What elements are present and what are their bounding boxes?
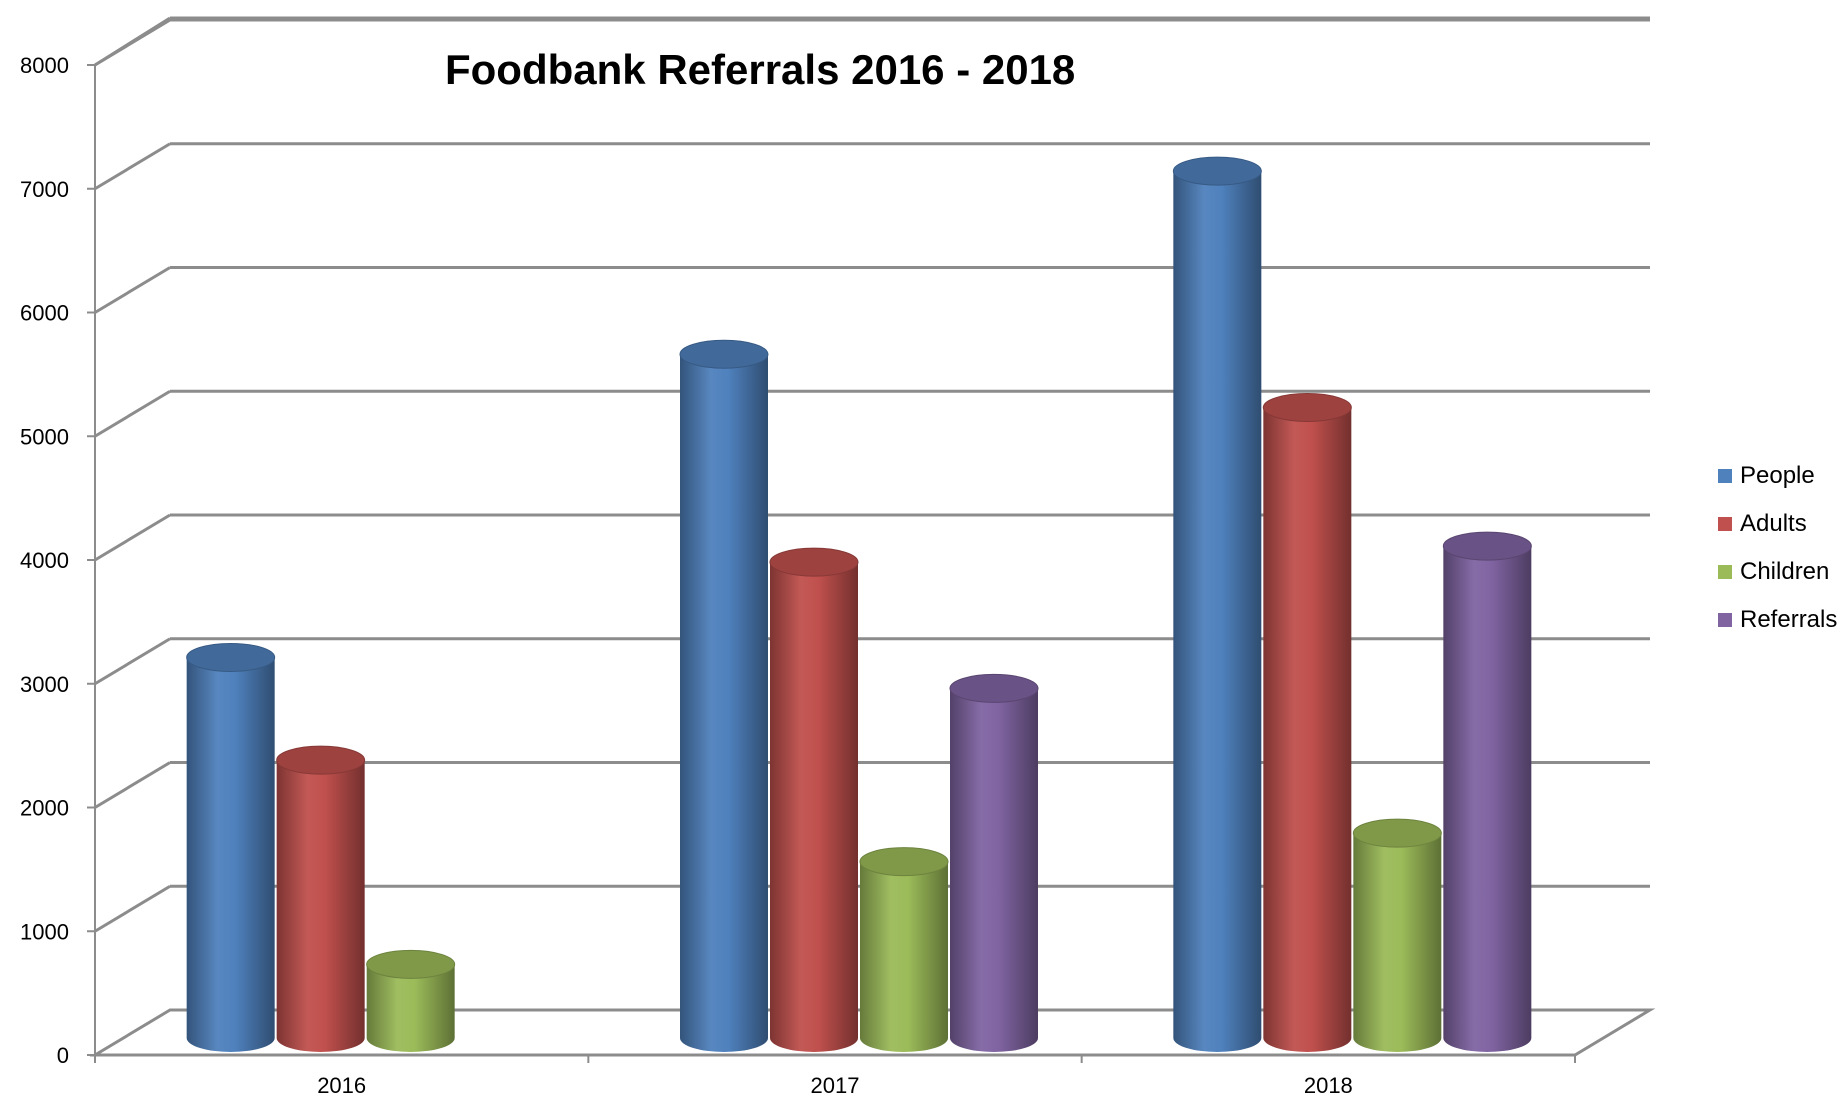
y-tick-label: 7000 [20, 177, 69, 202]
gridline-depth [94, 142, 171, 191]
bar-top [276, 745, 366, 775]
bar-top [949, 673, 1039, 703]
bar-top [679, 339, 769, 369]
bar-referrals-2018 [1442, 531, 1532, 1052]
y-tick-label: 8000 [20, 53, 69, 78]
bar-body [1443, 546, 1532, 1052]
legend-swatch-children [1718, 565, 1732, 579]
bar-body [1353, 833, 1442, 1052]
legend-label-referrals: Referrals [1740, 606, 1837, 633]
bar-top [366, 949, 456, 979]
bar-top [859, 847, 949, 877]
legend-swatch-people [1718, 469, 1732, 483]
y-tick-label: 2000 [20, 796, 69, 821]
bar-children-2016 [366, 949, 456, 1052]
bar-body [186, 657, 275, 1052]
bar-children-2018 [1352, 818, 1442, 1052]
gridline-depth [94, 389, 171, 438]
gridline-depth [94, 637, 171, 686]
y-tick-label: 3000 [20, 672, 69, 697]
bar-adults-2018 [1262, 392, 1352, 1052]
bar-top [1172, 156, 1262, 186]
legend-label-adults: Adults [1740, 510, 1807, 537]
bar-top [1442, 531, 1532, 561]
legend-swatch-referrals [1718, 613, 1732, 627]
bar-body [950, 688, 1038, 1052]
bar-people-2016 [186, 642, 276, 1052]
x-tick-label: 2016 [317, 1073, 366, 1098]
bar-body [770, 562, 858, 1052]
gridline-depth [94, 884, 171, 933]
gridline-depth [94, 513, 171, 562]
bar-body [366, 964, 455, 1052]
bar-adults-2017 [769, 547, 859, 1052]
bar-people-2018 [1172, 156, 1262, 1053]
tick-labels: 0 1000 2000 3000 4000 5000 6000 7000 8000 2016 201… [20, 53, 1353, 1098]
legend-label-children: Children [1740, 558, 1829, 585]
legend-swatch-adults [1718, 517, 1732, 531]
legend-label-people: People [1740, 462, 1815, 489]
chart-title: Foodbank Referrals 2016 - 2018 [445, 46, 1075, 93]
bar-top [186, 642, 276, 672]
gridline-depth [94, 266, 171, 314]
bar-body [1263, 407, 1352, 1052]
bar-adults-2016 [276, 745, 366, 1052]
bars [186, 156, 1532, 1053]
bar-top [1352, 818, 1442, 848]
y-tick-label: 0 [57, 1043, 69, 1068]
x-tick-label: 2017 [811, 1073, 860, 1098]
y-tick-label: 6000 [20, 301, 69, 326]
bar-top [1262, 392, 1352, 422]
y-axis-top-depth [94, 16, 171, 67]
gridlines [94, 18, 1650, 933]
legend: People Adults Children Referrals [1718, 462, 1837, 633]
x-tick-label: 2018 [1304, 1073, 1353, 1098]
bar-body [1173, 171, 1262, 1053]
bar-body [860, 861, 948, 1052]
bar-body [276, 760, 365, 1052]
bar-children-2017 [859, 847, 949, 1052]
bar-referrals-2017 [949, 673, 1039, 1052]
bar-body [680, 354, 768, 1052]
y-tick-label: 4000 [20, 548, 69, 573]
axes [87, 16, 1656, 1063]
bar-people-2017 [679, 339, 769, 1052]
bar-top [769, 547, 859, 577]
y-tick-label: 5000 [20, 424, 69, 449]
gridline-depth [94, 761, 171, 809]
y-tick-label: 1000 [20, 919, 69, 944]
